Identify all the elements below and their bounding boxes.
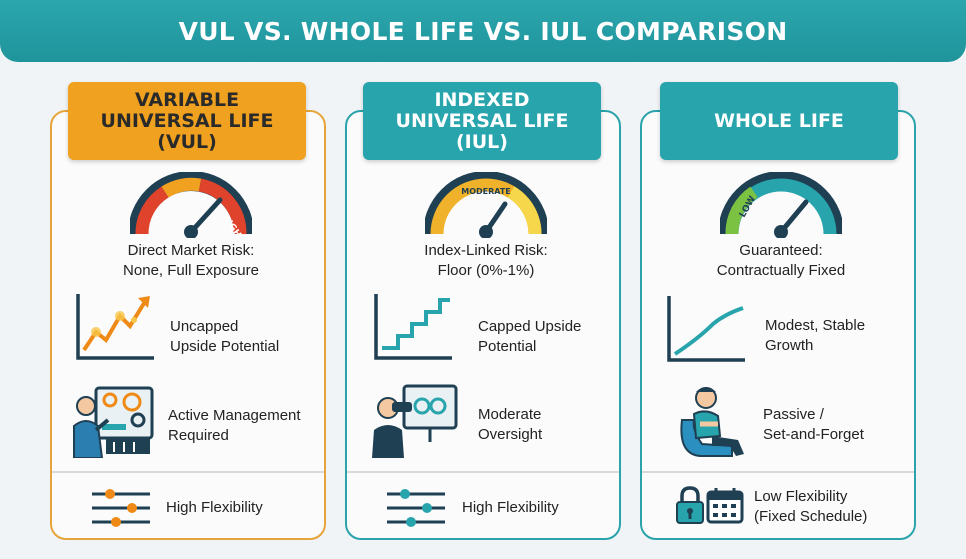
iul-title-line-1: INDEXED xyxy=(434,88,530,111)
whole-life-title-line-1: WHOLE LIFE xyxy=(714,109,844,132)
vul-gauge-icon: HIGH xyxy=(130,172,252,238)
staircase-chart-icon xyxy=(374,294,452,360)
header-banner: VUL VS. WHOLE LIFE VS. IUL COMPARISON xyxy=(0,0,966,62)
vul-title: VARIABLE UNIVERSAL LIFE (VUL) xyxy=(68,82,306,160)
calendar-icon xyxy=(706,488,744,524)
whole-life-risk-line-2: Contractually Fixed xyxy=(716,262,846,279)
iul-management-line-2: Oversight xyxy=(478,426,543,443)
whole-life-divider xyxy=(642,471,914,473)
vul-risk-caption: Direct Market Risk: None, Full Exposure xyxy=(100,241,282,281)
whole-life-gauge-icon: LOW xyxy=(720,172,842,238)
iul-title: INDEXED UNIVERSAL LIFE (IUL) xyxy=(363,82,601,160)
vul-growth-line-2: Upside Potential xyxy=(170,338,280,355)
iul-growth-line-1: Capped Upside xyxy=(478,318,582,335)
whole-life-flex-line-2: (Fixed Schedule) xyxy=(754,508,868,525)
growth-chart-icon xyxy=(76,294,154,360)
iul-growth-caption: Capped Upside Potential xyxy=(478,317,581,357)
iul-sliders-icon xyxy=(387,489,445,527)
iul-risk-caption: Index-Linked Risk: Floor (0%-1%) xyxy=(395,241,577,281)
iul-management-line-1: Moderate xyxy=(478,406,542,423)
vul-growth-line-1: Uncapped xyxy=(170,318,239,335)
iul-title-line-3: (IUL) xyxy=(456,130,508,153)
vul-growth-caption: Uncapped Upside Potential xyxy=(170,317,279,357)
vul-title-line-2: UNIVERSAL LIFE xyxy=(100,109,274,132)
whole-life-title: WHOLE LIFE xyxy=(660,82,898,160)
whole-life-flex-caption: Low Flexibility (Fixed Schedule) xyxy=(754,487,867,527)
whole-life-risk-caption: Guaranteed: Contractually Fixed xyxy=(690,241,872,281)
vul-management-line-2: Required xyxy=(168,427,229,444)
lock-icon xyxy=(676,486,704,524)
iul-gauge-label: MODERATE xyxy=(461,187,511,196)
vul-divider xyxy=(52,471,324,473)
iul-risk-line-2: Floor (0%-1%) xyxy=(437,262,535,279)
whole-life-growth-line-1: Modest, Stable xyxy=(765,317,866,334)
iul-title-line-2: UNIVERSAL LIFE xyxy=(395,109,569,132)
whole-life-flex-line-1: Low Flexibility xyxy=(754,488,848,505)
vul-title-line-1: VARIABLE xyxy=(134,88,240,111)
vul-title-line-3: (VUL) xyxy=(157,130,217,153)
vul-management-caption: Active Management Required xyxy=(168,406,301,446)
vul-flex-line-1: High Flexibility xyxy=(166,499,263,516)
whole-life-management-line-1: Passive / xyxy=(763,406,824,423)
whole-life-growth-caption: Modest, Stable Growth xyxy=(765,316,865,356)
page-title: VUL VS. WHOLE LIFE VS. IUL COMPARISON xyxy=(178,16,788,46)
iul-gauge-icon: MODERATE xyxy=(425,172,547,238)
smooth-curve-icon xyxy=(667,296,745,362)
iul-flex-line-1: High Flexibility xyxy=(462,499,559,516)
iul-growth-line-2: Potential xyxy=(478,338,537,355)
whole-life-risk-line-1: Guaranteed: xyxy=(739,242,823,259)
telescope-icon xyxy=(372,384,458,458)
whole-life-management-caption: Passive / Set-and-Forget xyxy=(763,405,864,445)
control-panel-icon xyxy=(73,386,154,458)
vul-management-line-1: Active Management xyxy=(168,407,301,424)
vul-risk-line-2: None, Full Exposure xyxy=(123,262,259,279)
vul-risk-line-1: Direct Market Risk: xyxy=(127,242,255,259)
iul-flex-caption: High Flexibility xyxy=(462,498,559,518)
whole-life-management-line-2: Set-and-Forget xyxy=(763,426,864,443)
iul-divider xyxy=(347,471,619,473)
iul-management-caption: Moderate Oversight xyxy=(478,405,542,445)
vul-flex-caption: High Flexibility xyxy=(166,498,263,518)
relaxed-person-icon xyxy=(680,387,744,457)
iul-risk-line-1: Index-Linked Risk: xyxy=(424,242,548,259)
vul-sliders-icon xyxy=(92,489,150,527)
whole-life-growth-line-2: Growth xyxy=(765,337,814,354)
